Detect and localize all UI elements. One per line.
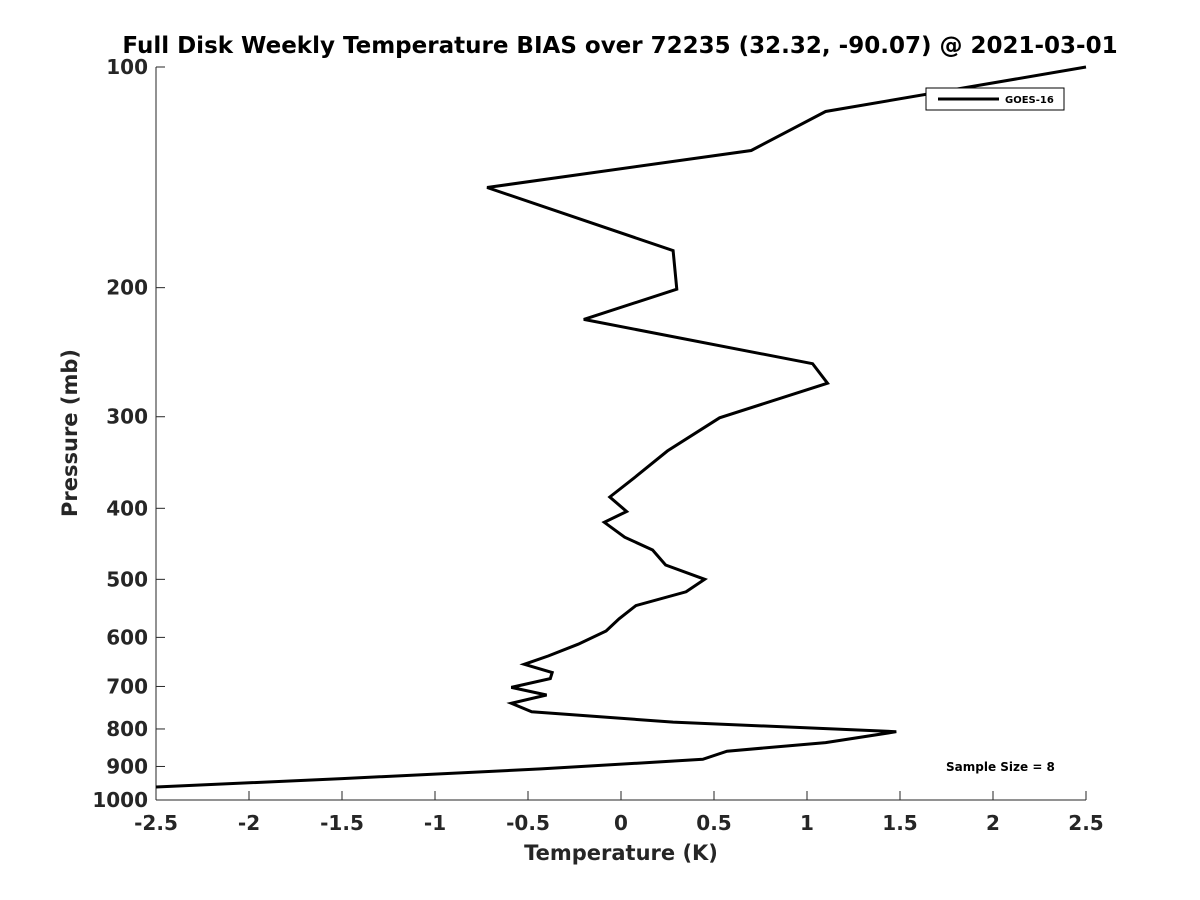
y-tick-label: 100: [106, 55, 148, 79]
x-ticks: -2.5 -2 -1.5 -1 -0.5 0 0.5 1 1.5 2 2.5: [134, 791, 1104, 835]
x-tick-label: -1: [424, 811, 446, 835]
y-tick-label: 800: [106, 717, 148, 741]
x-tick-label: 1: [800, 811, 814, 835]
y-tick-label: 200: [106, 276, 148, 300]
chart-title: Full Disk Weekly Temperature BIAS over 7…: [122, 33, 1117, 59]
y-tick-label: 1000: [92, 788, 148, 812]
y-tick-label: 600: [106, 625, 148, 649]
y-tick-label: 400: [106, 496, 148, 520]
y-tick-label: 300: [106, 405, 148, 429]
sample-size-annotation: Sample Size = 8: [946, 760, 1055, 774]
y-axis-label: Pressure (mb): [58, 349, 82, 517]
y-tick-label: 500: [106, 567, 148, 591]
x-tick-label: 0: [614, 811, 628, 835]
x-tick-label: -1.5: [320, 811, 364, 835]
x-tick-label: 2.5: [1068, 811, 1103, 835]
y-tick-label: 700: [106, 674, 148, 698]
legend-label-goes-16: GOES-16: [1005, 95, 1054, 106]
x-tick-label: -2.5: [134, 811, 178, 835]
x-tick-label: 1.5: [882, 811, 917, 835]
x-tick-label: -2: [238, 811, 260, 835]
series-line-goes-16: [155, 65, 1087, 789]
x-axis-label: Temperature (K): [524, 841, 718, 865]
x-tick-label: 2: [986, 811, 1000, 835]
x-tick-label: 0.5: [696, 811, 731, 835]
y-ticks: 100 200 300 400 500 600 700 800 900 1000: [92, 55, 165, 812]
plot-area: -2.5 -2 -1.5 -1 -0.5 0 0.5 1 1.5 2 2.5 100 200 300 40…: [92, 55, 1103, 835]
legend: GOES-16: [925, 87, 1065, 111]
x-tick-label: -0.5: [506, 811, 550, 835]
y-tick-label: 900: [106, 754, 148, 778]
